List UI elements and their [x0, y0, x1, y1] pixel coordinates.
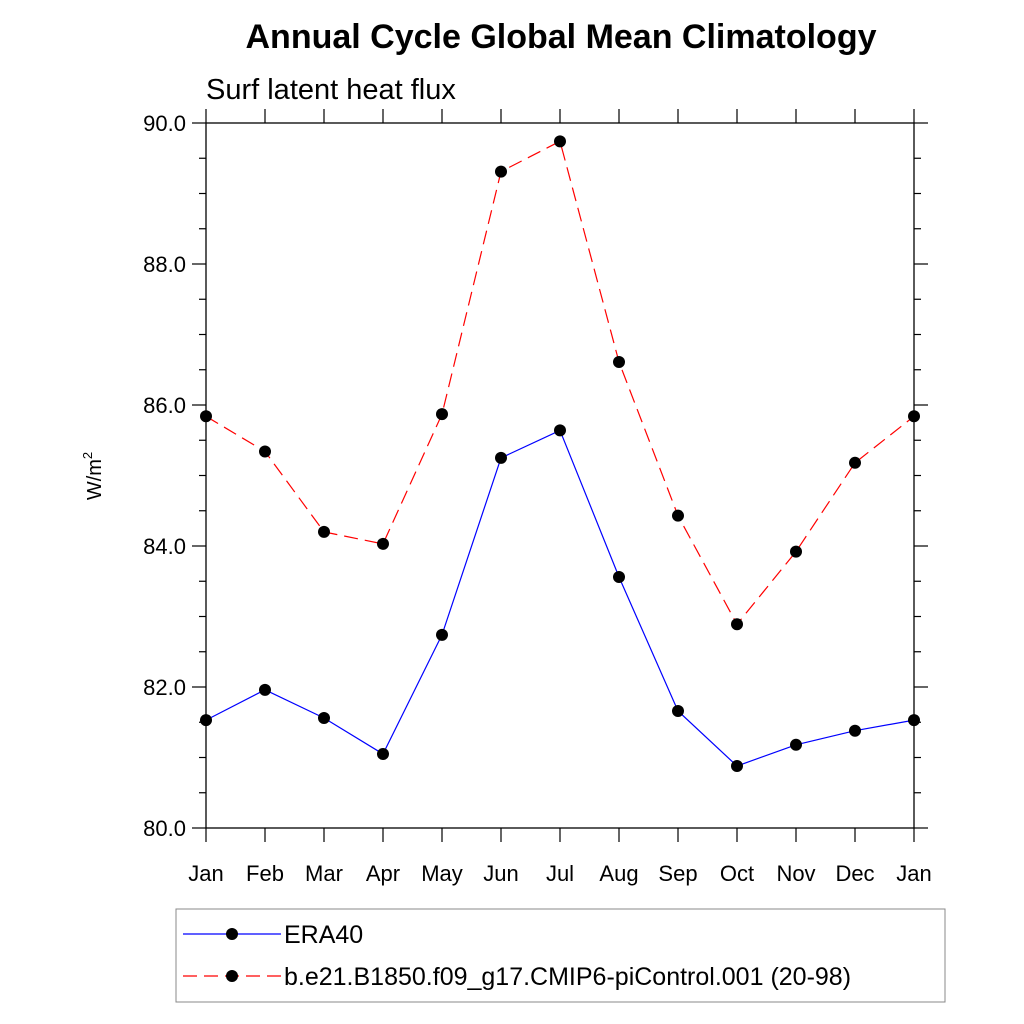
x-tick-label: Jul	[546, 861, 574, 886]
series-0-point	[613, 571, 625, 584]
series-0-point	[731, 759, 743, 772]
legend-marker-era40	[226, 928, 238, 940]
chart-subtitle: Surf latent heat flux	[206, 74, 456, 106]
y-tick-label: 80.0	[143, 816, 186, 841]
x-tick-label: Mar	[305, 861, 343, 886]
series-1-point	[377, 537, 389, 550]
chart-title: Annual Cycle Global Mean Climatology	[246, 18, 877, 56]
series-0-point	[259, 683, 271, 696]
series-1-point	[318, 525, 330, 538]
x-tick-label: Nov	[776, 861, 815, 886]
y-axis-label-text: W/m	[84, 459, 106, 500]
y-axis-label-superscript: 2	[80, 452, 95, 459]
series-1-point	[554, 135, 566, 148]
series-0-point	[200, 714, 212, 727]
series-0-point	[554, 424, 566, 437]
series-1-point	[672, 509, 684, 522]
series-1-point	[495, 165, 507, 178]
legend-marker-model	[226, 970, 238, 982]
series-1-point	[259, 445, 271, 458]
series-0-point	[849, 724, 861, 737]
y-axis-label: W/m2	[80, 452, 106, 500]
series-line-1	[205, 140, 915, 626]
x-tick-label: Jun	[483, 861, 518, 886]
y-tick-label: 86.0	[143, 393, 186, 418]
series-0-point	[495, 451, 507, 464]
axis-ticks	[192, 109, 928, 842]
series-layer	[200, 135, 920, 772]
x-tick-label: Apr	[366, 861, 400, 886]
series-0-point	[672, 704, 684, 717]
series-1-point	[731, 618, 743, 631]
series-1-point	[200, 410, 212, 423]
x-tick-label: May	[421, 861, 463, 886]
svg-text:W/m2: W/m2	[80, 452, 106, 500]
legend-box	[175, 908, 946, 1003]
series-1-point	[436, 408, 448, 421]
series-1-point	[790, 545, 802, 558]
plot-frame	[205, 122, 915, 829]
series-0-point	[790, 738, 802, 751]
series-0-point	[377, 747, 389, 760]
series-line-0	[205, 429, 915, 767]
x-tick-label: Aug	[599, 861, 638, 886]
y-tick-label: 82.0	[143, 675, 186, 700]
series-1-point	[613, 355, 625, 368]
legend-label-model: b.e21.B1850.f09_g17.CMIP6-piControl.001 …	[284, 963, 851, 991]
x-tick-label: Sep	[658, 861, 697, 886]
x-tick-label: Jan	[188, 861, 223, 886]
series-0-point	[436, 628, 448, 641]
y-tick-label: 88.0	[143, 252, 186, 277]
series-0-point	[908, 714, 920, 727]
y-tick-labels: 80.0 82.0 84.0 86.0 88.0 90.0	[143, 111, 186, 841]
legend-label-era40: ERA40	[284, 921, 363, 949]
series-1-point	[908, 410, 920, 423]
x-tick-label: Jan	[896, 861, 931, 886]
x-tick-label: Dec	[835, 861, 874, 886]
series-0-point	[318, 712, 330, 725]
x-tick-labels: Jan Feb Mar Apr May Jun Jul Aug Sep Oct Nov Dec Jan	[188, 861, 931, 886]
series-1-point	[849, 456, 861, 469]
y-tick-label: 90.0	[143, 111, 186, 136]
x-tick-label: Oct	[720, 861, 754, 886]
y-tick-label: 84.0	[143, 534, 186, 559]
legend: ERA40 b.e21.B1850.f09_g17.CMIP6-piContro…	[175, 908, 946, 1003]
x-tick-label: Feb	[246, 861, 284, 886]
